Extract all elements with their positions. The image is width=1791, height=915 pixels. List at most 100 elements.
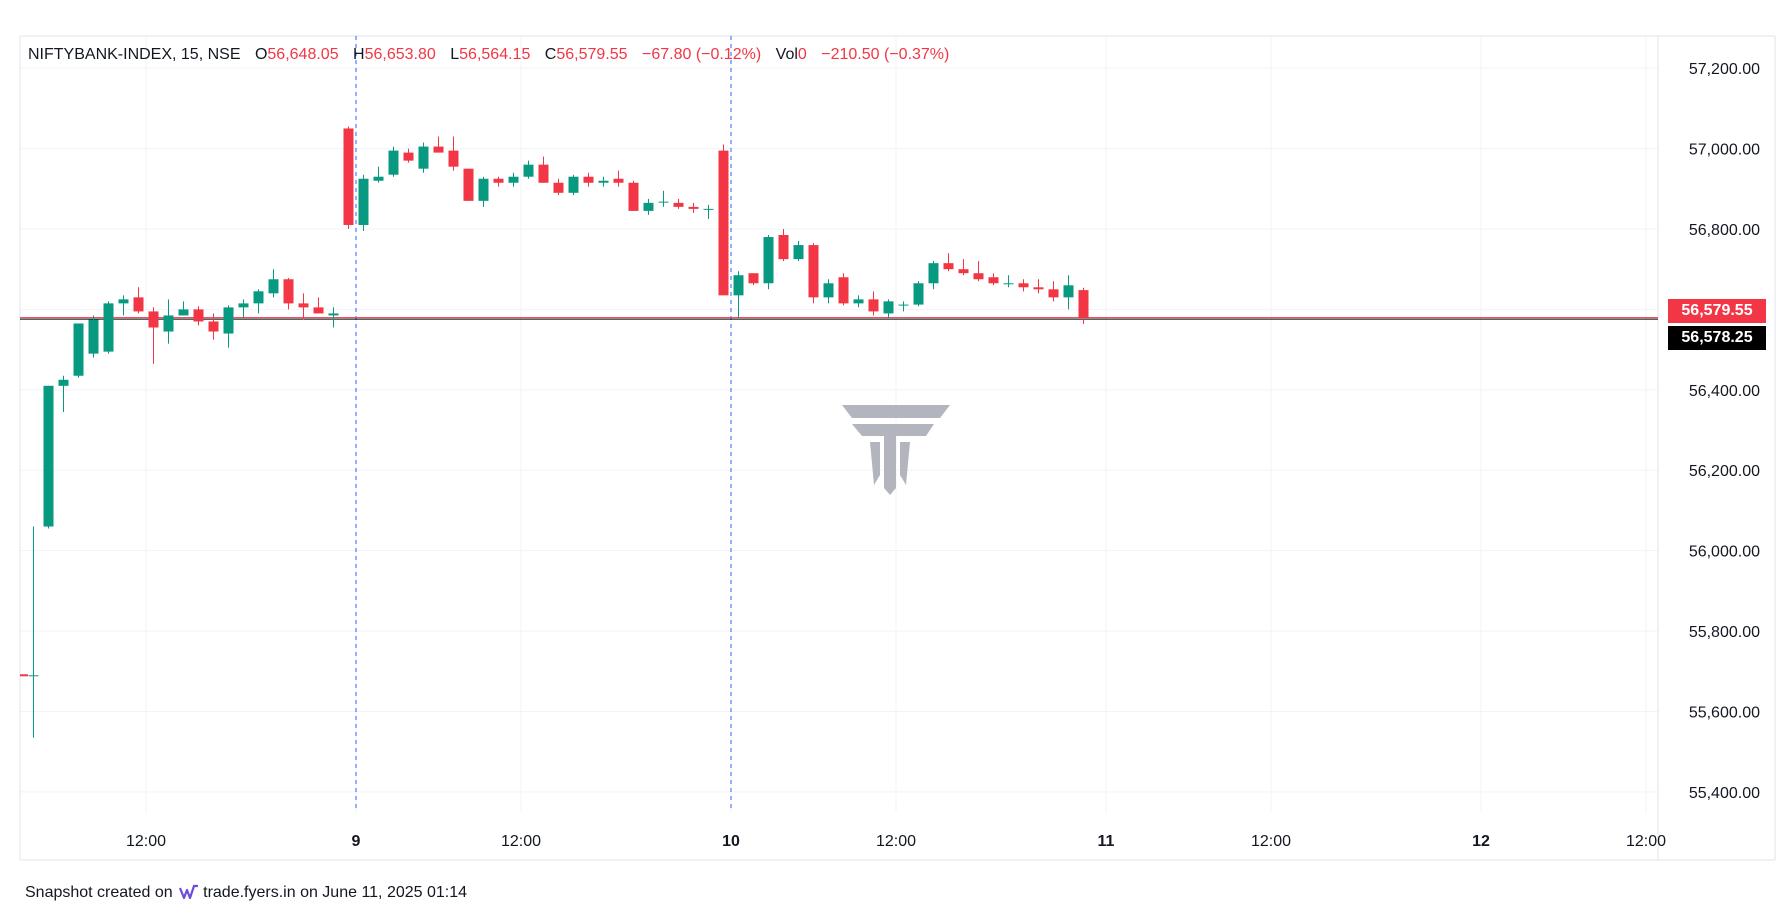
candle-body [883, 301, 894, 314]
legend-symbol: NIFTYBANK-INDEX, 15, NSE [28, 46, 241, 63]
candle [28, 526, 39, 738]
chart-frame [19, 35, 1776, 861]
candle [568, 174, 579, 195]
candle [463, 168, 474, 201]
candle [223, 305, 234, 348]
candle [208, 313, 219, 340]
candle-body [538, 164, 549, 183]
candle [553, 178, 564, 195]
x-tick-label: 12:00 [1626, 833, 1666, 850]
candle-body [553, 182, 564, 193]
legend-close-label: C [544, 46, 557, 63]
candle-body [688, 206, 699, 209]
candles [28, 126, 1089, 738]
candle-body [73, 323, 84, 376]
fyers-link[interactable]: trade.fyers.in [203, 884, 296, 901]
candle [313, 297, 324, 314]
y-axis-labels: 55,400.00 55,600.00 55,800.00 56,000.00 56,2… [1689, 61, 1760, 802]
candle-body [163, 315, 174, 332]
crosshair-price-label: 56,578.25 [1668, 326, 1766, 350]
session-breaks [355, 36, 732, 812]
candle-body [913, 283, 924, 305]
candle [73, 323, 84, 378]
candle-body [493, 178, 504, 183]
candle-body [283, 279, 294, 304]
candle [1018, 279, 1029, 292]
candle-body [238, 303, 249, 308]
legend-extra-change: −210.50 (−0.37%) [821, 46, 950, 63]
candle [838, 273, 849, 306]
legend-vol-label: Vol [775, 46, 798, 63]
y-tick-label: 55,800.00 [1689, 624, 1760, 641]
candle [943, 253, 954, 272]
candle-body [853, 299, 864, 304]
candle [853, 295, 864, 308]
candle [133, 287, 144, 314]
candle-body [733, 275, 744, 296]
candle-body [898, 304, 909, 306]
candle [43, 385, 54, 529]
y-tick-label: 57,000.00 [1689, 142, 1760, 159]
candle-body [343, 128, 354, 225]
candle-body [58, 379, 69, 386]
candle-body [1003, 283, 1014, 285]
candle-body [838, 277, 849, 304]
candle-body [793, 245, 804, 260]
candle [1033, 279, 1044, 294]
candle-body [388, 150, 399, 175]
candle-body [703, 208, 714, 210]
candle [1048, 281, 1059, 302]
candle-body [463, 168, 474, 201]
candle [898, 301, 909, 312]
candle-body [1033, 287, 1044, 290]
candle [718, 144, 729, 296]
candle [118, 295, 129, 316]
candle [508, 172, 519, 187]
chart-grid [20, 36, 1658, 812]
candle [913, 281, 924, 307]
candle-body [943, 263, 954, 270]
footer-prefix: Snapshot created on [25, 884, 173, 901]
candle-body [628, 182, 639, 211]
x-axis-labels: 12:00 9 12:00 10 12:00 11 12:00 12 12:00 [126, 833, 1666, 850]
candle [658, 190, 669, 207]
candle-body [28, 675, 39, 677]
candle-body [598, 180, 609, 183]
candle [523, 160, 534, 179]
candle [478, 176, 489, 207]
candle [448, 136, 459, 171]
chart-legend: NIFTYBANK-INDEX, 15, NSE O56,648.05 H56,… [28, 46, 949, 64]
legend-open-label: O [254, 46, 268, 63]
candle-body [148, 311, 159, 328]
candle-body [118, 299, 129, 304]
candle-body [808, 245, 819, 298]
candle-body [763, 237, 774, 284]
legend-high: 56,653.80 [364, 46, 436, 63]
candle-body [988, 277, 999, 284]
candle-body [373, 176, 384, 181]
y-tick-label: 56,000.00 [1689, 544, 1760, 561]
candle-body [208, 321, 219, 332]
candle [688, 202, 699, 213]
y-tick-label: 56,400.00 [1689, 383, 1760, 400]
candle-body [403, 152, 414, 161]
candle-body [508, 176, 519, 183]
candle [613, 170, 624, 187]
legend-open: 56,648.05 [267, 46, 339, 63]
candle-body [88, 319, 99, 354]
legend-vol: 0 [797, 46, 807, 63]
candle [598, 176, 609, 187]
candle-body [358, 178, 369, 225]
candle-body [958, 269, 969, 274]
candle [283, 278, 294, 310]
candle-body [1048, 289, 1059, 298]
candle-body [928, 263, 939, 284]
candle-body [1078, 290, 1089, 318]
candle [253, 289, 264, 314]
candle [268, 269, 279, 298]
candle-body [613, 178, 624, 183]
x-tick-label: 9 [352, 833, 361, 850]
candle [1078, 287, 1089, 324]
x-tick-label: 10 [722, 833, 740, 850]
